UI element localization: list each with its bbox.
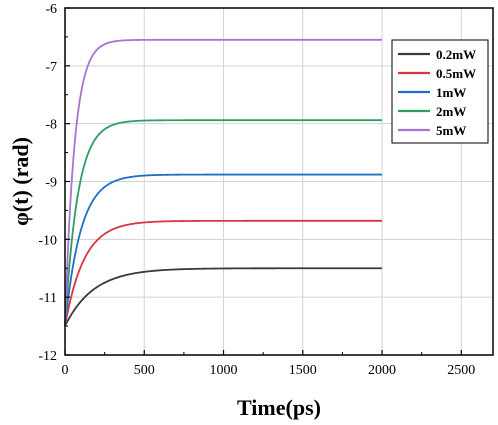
axis-ticks: 0 500 1000 1500 2000 2500 -12 -11 -10 -9 -8 -7 -6 [38,2,475,378]
series-line-2mW [64,119,383,327]
y-tick-label: -7 [45,60,57,75]
x-axis-title: Time(ps) [237,395,321,420]
series-line-1mW [64,173,383,327]
x-tick-label: 0 [62,363,69,378]
y-tick-label: -11 [39,291,57,306]
x-tick-label: 2000 [368,363,396,378]
series-line-0.5mW [64,219,383,327]
x-tick-label: 1000 [210,363,238,378]
y-tick-label: -12 [38,349,57,364]
legend-label-5mW: 5mW [436,123,466,138]
y-tick-label: -10 [38,233,57,248]
legend-label-2mW: 2mW [436,104,466,119]
x-tick-label: 2500 [447,363,475,378]
series-line-5mW [64,38,383,327]
y-tick-label: -8 [45,118,57,133]
x-tick-label: 1500 [289,363,317,378]
legend-label-1mW: 1mW [436,85,466,100]
legend-label-0.5mW: 0.5mW [436,66,476,81]
legend: 0.2mW 0.5mW 1mW 2mW 5mW [391,39,489,144]
x-tick-label: 500 [134,363,155,378]
legend-label-0.2mW: 0.2mW [436,47,476,62]
y-axis-title: φ(t) (rad) [8,137,33,226]
y-tick-label: -6 [45,2,57,17]
series-line-0.2mW [64,267,383,327]
series-lines [64,38,383,327]
y-tick-label: -9 [45,176,57,191]
